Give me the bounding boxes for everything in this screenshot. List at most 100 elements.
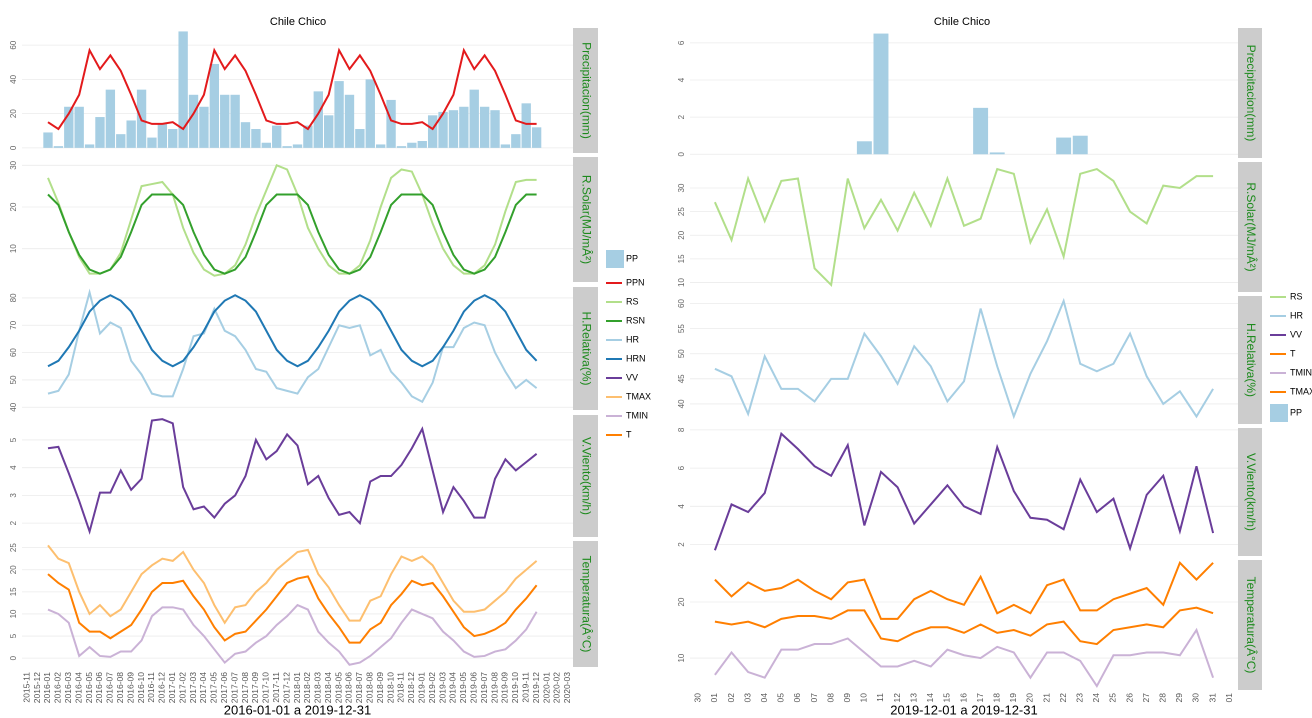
bar: [303, 125, 313, 148]
bar: [469, 89, 479, 148]
bar: [261, 142, 271, 148]
y-tick-label: 0: [677, 152, 686, 157]
x-tick-label: 2019-08: [489, 672, 499, 703]
x-tick-label: 2016-05: [84, 672, 94, 703]
y-tick-label: 10: [677, 653, 686, 662]
x-tick-label: 31: [1207, 693, 1217, 703]
line: [47, 47, 537, 131]
x-tick-label: 29: [1174, 693, 1184, 703]
bar: [324, 115, 334, 148]
bar: [334, 81, 344, 148]
line: [47, 603, 538, 666]
y-tick-label: 60: [677, 299, 686, 308]
bar: [84, 144, 95, 148]
x-tick-label: 2016-06: [94, 672, 104, 703]
bar: [407, 142, 417, 148]
x-tick-label: 18: [991, 693, 1001, 703]
bar: [240, 122, 251, 148]
bar: [157, 123, 168, 148]
legend-label: PP: [626, 253, 638, 263]
y-tick-label: 20: [9, 109, 18, 118]
x-tick-label: 2015-12: [32, 672, 42, 703]
y-tick-label: 25: [9, 543, 18, 552]
line: [714, 627, 1215, 689]
bar: [521, 103, 531, 148]
legend-label: T: [626, 429, 632, 439]
bar: [479, 106, 490, 148]
y-tick-label: 6: [677, 465, 686, 470]
legend-label: RS: [1290, 291, 1303, 301]
bar: [292, 144, 303, 148]
facet-strip: [573, 28, 598, 153]
y-tick-label: 10: [9, 609, 18, 618]
x-tick-label: 2019-03: [437, 672, 447, 703]
facet-strip: [1238, 560, 1262, 690]
line: [714, 561, 1214, 620]
x-tick-label: 2016-03: [63, 672, 73, 703]
y-tick-label: 50: [677, 349, 686, 358]
y-tick-label: 30: [9, 160, 18, 169]
x-tick-label: 22: [1058, 693, 1068, 703]
x-tick-label: 2019-02: [427, 672, 437, 703]
facet-strip: [1238, 428, 1262, 556]
bar: [74, 106, 84, 148]
facet-strip: [1238, 162, 1262, 292]
x-tick-label: 2017-04: [198, 672, 208, 703]
line: [47, 544, 538, 625]
x-tick-label: 27: [1141, 693, 1151, 703]
x-tick-label: 2017-08: [240, 672, 250, 703]
facet-label: H.Relativa(%): [579, 311, 593, 385]
x-tick-label: 2017-02: [177, 672, 187, 703]
x-tick-label: 2018-12: [406, 672, 416, 703]
y-tick-label: 5: [9, 437, 18, 442]
bar: [531, 127, 542, 148]
x-tick-label: 2019-06: [468, 672, 478, 703]
x-tick-label: 2019-07: [479, 672, 489, 703]
chart-title: Chile Chico: [934, 16, 990, 28]
x-tick-label: 09: [842, 693, 852, 703]
legend-swatch: [606, 250, 624, 268]
y-tick-label: 20: [677, 597, 686, 606]
bar: [95, 117, 105, 148]
y-tick-label: 45: [677, 374, 686, 383]
x-tick-label: 15: [942, 693, 952, 703]
y-tick-label: 20: [677, 230, 686, 239]
x-tick-label: 2017-09: [250, 672, 260, 703]
bar: [355, 129, 365, 148]
panel-background: [690, 162, 1238, 292]
bar: [105, 89, 116, 148]
x-tick-label: 19: [1008, 693, 1018, 703]
x-tick-label: 24: [1091, 693, 1101, 703]
y-tick-label: 70: [9, 320, 18, 329]
legend-label: PP: [1290, 407, 1302, 417]
bar: [448, 110, 459, 148]
y-tick-label: 15: [677, 254, 686, 263]
legend-label: VV: [626, 372, 638, 382]
bar: [386, 99, 396, 148]
line: [714, 297, 1214, 420]
x-tick-label: 2019-12: [531, 672, 541, 703]
y-tick-label: 55: [677, 324, 686, 333]
bar: [272, 125, 282, 148]
x-tick-label: 2016-08: [115, 672, 125, 703]
facet-label: Temperatura(Â°C): [579, 556, 594, 653]
x-tick-label: 2018-06: [344, 672, 354, 703]
x-tick-label: 21: [1041, 693, 1051, 703]
facet-label: V.Viento(km/h): [1244, 453, 1258, 531]
panel-background: [22, 287, 573, 410]
x-tick-label: 2017-11: [271, 672, 281, 703]
facet-label: H.Relativa(%): [1244, 323, 1258, 397]
x-tick-label: 10: [859, 693, 869, 703]
y-tick-label: 80: [9, 293, 18, 302]
line: [47, 418, 538, 535]
bar: [417, 141, 427, 148]
y-tick-label: 2: [677, 114, 686, 119]
bar: [178, 31, 188, 148]
x-tick-label: 20: [1025, 693, 1035, 703]
bar: [490, 110, 500, 148]
y-tick-label: 20: [9, 565, 18, 574]
x-tick-label: 2018-05: [333, 672, 343, 703]
